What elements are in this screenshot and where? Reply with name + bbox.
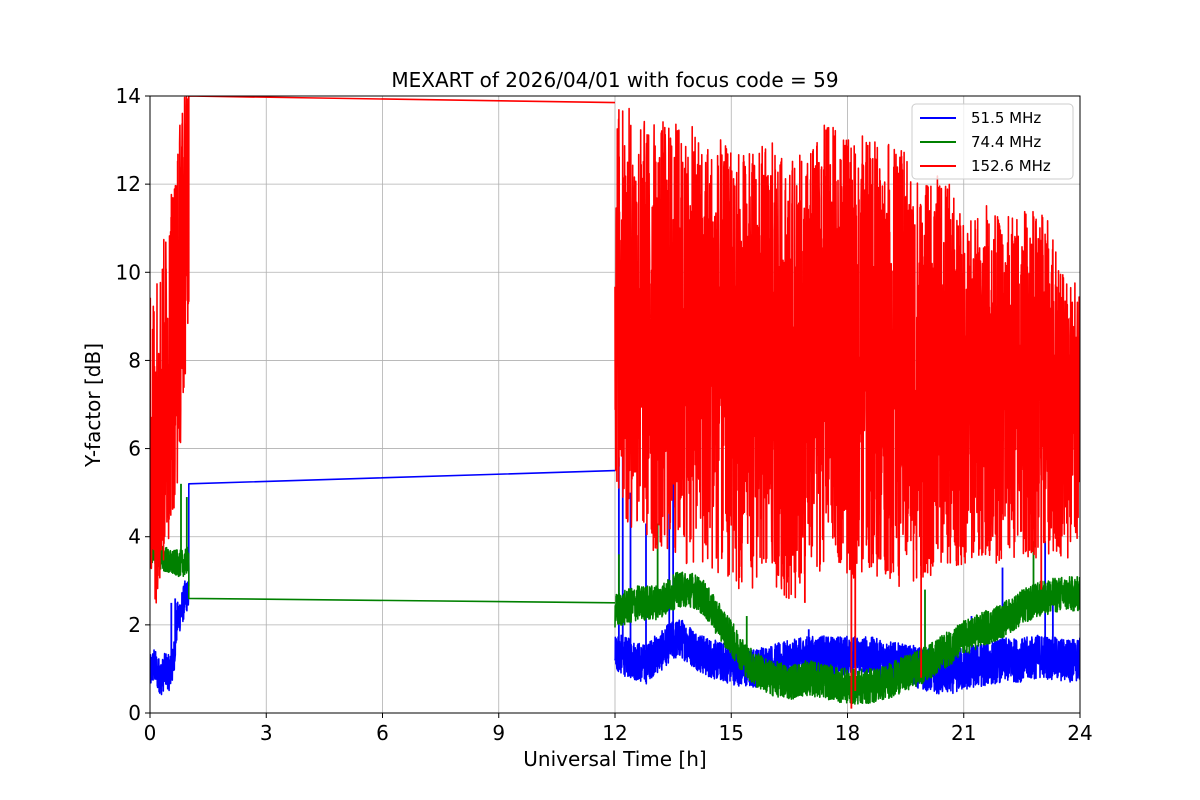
x-tick-label: 6 — [376, 721, 389, 745]
chart-title: MEXART of 2026/04/01 with focus code = 5… — [391, 68, 838, 92]
x-tick-label: 3 — [260, 721, 273, 745]
legend-box — [911, 103, 1074, 180]
x-tick-label: 0 — [144, 721, 157, 745]
y-tick-label: 2 — [128, 613, 141, 637]
y-tick-label: 0 — [128, 701, 141, 725]
legend-label: 74.4 MHz — [971, 133, 1041, 151]
legend: 51.5 MHz 74.4 MHz 152.6 MHz — [911, 103, 1074, 180]
x-axis-label: Universal Time [h] — [523, 747, 706, 771]
x-tick-label: 12 — [602, 721, 627, 745]
x-tick-label: 18 — [835, 721, 860, 745]
x-tick-label: 21 — [951, 721, 976, 745]
series-line — [150, 96, 1080, 604]
legend-label: 152.6 MHz — [971, 157, 1051, 175]
y-tick-label: 14 — [116, 84, 141, 108]
data-area — [150, 96, 1080, 709]
y-tick-label: 8 — [128, 348, 141, 372]
series-2 — [150, 96, 1080, 709]
x-tick-label: 9 — [492, 721, 505, 745]
y-tick-label: 12 — [116, 172, 141, 196]
y-tick-label: 6 — [128, 437, 141, 461]
y-tick-label: 4 — [128, 525, 141, 549]
y-axis-label: Y-factor [dB] — [81, 343, 105, 468]
y-tick-label: 10 — [116, 260, 141, 284]
x-tick-label: 24 — [1067, 721, 1092, 745]
x-tick-label: 15 — [719, 721, 744, 745]
legend-label: 51.5 MHz — [971, 109, 1041, 127]
